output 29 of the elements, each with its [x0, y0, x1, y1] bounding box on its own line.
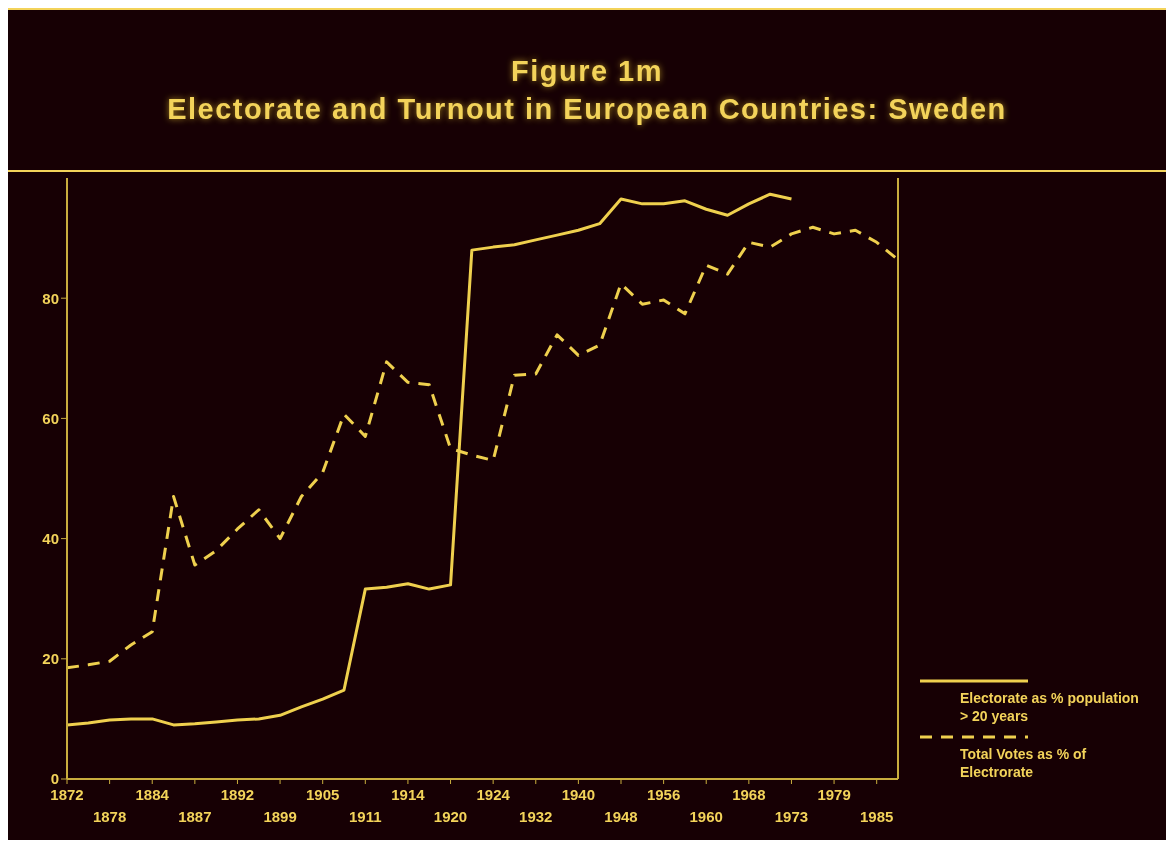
y-tick-label: 40 — [42, 529, 59, 547]
x-tick-label: 1892 — [220, 786, 255, 803]
x-tick-label: 1924 — [476, 786, 511, 803]
x-tick-label: 1884 — [135, 786, 170, 803]
x-tick-label: 1872 — [50, 786, 84, 803]
x-tick-label: 1973 — [774, 808, 809, 825]
y-tick-label: 20 — [42, 650, 59, 668]
chart-title: Figure 1m — [510, 54, 664, 89]
x-tick-label: 1887 — [178, 808, 212, 825]
x-tick-label: 1979 — [817, 786, 851, 803]
text: Electorate as % population > 20 years — [960, 689, 1140, 725]
y-tick-label: 80 — [42, 289, 59, 307]
x-tick-label: 1940 — [561, 786, 596, 803]
y-tick-label: 0 — [50, 770, 59, 788]
x-tick-label: 1960 — [689, 808, 723, 825]
x-tick-label: 1905 — [306, 786, 340, 803]
chart-subtitle: Electorate and Turnout in European Countries: Sweden — [167, 92, 1007, 127]
x-tick-label: 1914 — [391, 786, 426, 803]
x-tick-label: 1911 — [349, 808, 382, 825]
x-tick-label: 1899 — [263, 808, 297, 825]
x-tick-label: 1985 — [860, 808, 894, 825]
x-tick-label: 1920 — [433, 808, 468, 825]
x-tick-label: 1968 — [732, 786, 766, 803]
x-tick-label: 1878 — [92, 808, 127, 825]
text: Total Votes as % of Electrorate — [960, 745, 1088, 781]
x-tick-label: 1932 — [519, 808, 553, 825]
x-tick-label: 1956 — [646, 786, 681, 803]
x-tick-label: 1948 — [604, 808, 638, 825]
y-tick-label: 60 — [42, 409, 59, 427]
